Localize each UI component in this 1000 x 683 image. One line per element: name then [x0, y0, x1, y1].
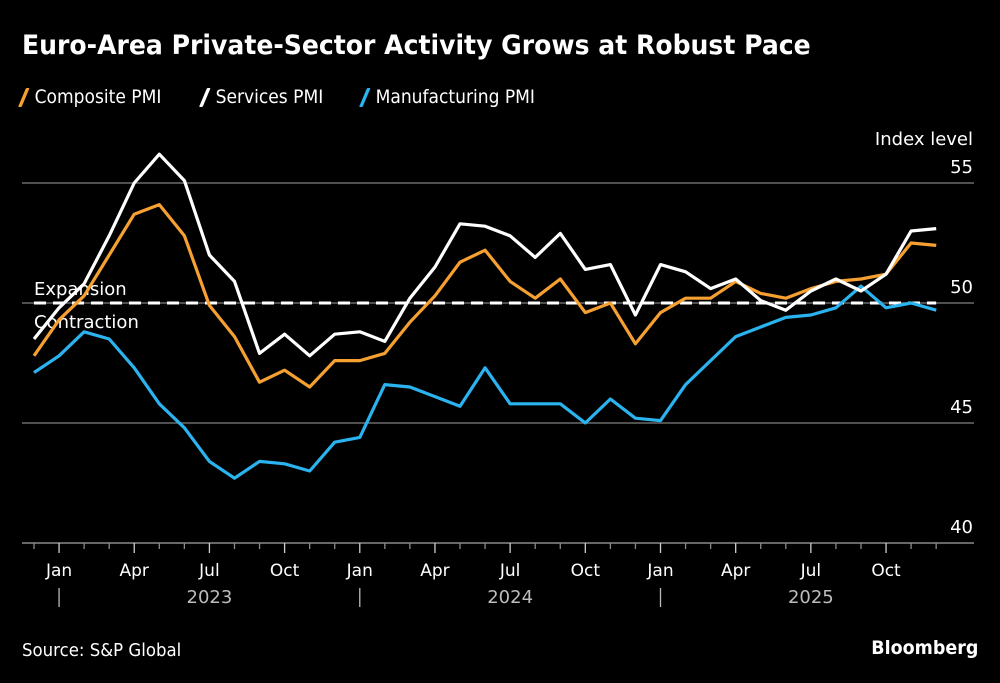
chart-title: Euro-Area Private-Sector Activity Grows …	[22, 30, 811, 61]
series-line-manufacturing-pmi	[33, 284, 937, 480]
legend-label-composite: Composite PMI	[34, 86, 162, 108]
x-tick-label: Apr	[120, 561, 149, 581]
x-tick-label: Jan	[45, 561, 72, 581]
x-tick-label: Oct	[571, 561, 601, 581]
chart-legend: Composite PMI Services PMI Manufacturing…	[18, 86, 554, 108]
legend-label-manufacturing: Manufacturing PMI	[375, 86, 535, 108]
y-axis-tick-labels: 40 45 50 55	[950, 157, 973, 538]
x-tick-label: Oct	[270, 561, 300, 581]
x-tick-label: Jul	[198, 561, 220, 581]
legend-item-services: Services PMI	[198, 86, 324, 108]
legend-item-composite: Composite PMI	[18, 86, 162, 108]
source-note: Source: S&P Global	[22, 640, 182, 661]
year-label-2025: 2025	[788, 587, 834, 608]
x-tick-label: Jul	[499, 561, 521, 581]
series-line-composite-pmi	[32, 203, 937, 389]
legend-label-services: Services PMI	[215, 86, 324, 108]
y-tick-label-45: 45	[950, 397, 973, 418]
x-tick-label: Oct	[871, 561, 901, 581]
y-tick-label-55: 55	[950, 157, 973, 178]
year-label-2024: 2024	[487, 587, 533, 608]
year-label-2023: 2023	[187, 587, 233, 608]
y-tick-label-50: 50	[950, 277, 973, 298]
legend-item-manufacturing: Manufacturing PMI	[358, 86, 535, 108]
series-line-services-pmi	[32, 152, 937, 358]
bloomberg-logo: Bloomberg	[870, 637, 978, 659]
x-tick-label: Jan	[646, 561, 673, 581]
x-tick-label: Apr	[420, 561, 449, 581]
y-tick-label-40: 40	[950, 517, 973, 538]
series-lines	[32, 152, 937, 480]
x-tick-label: Jul	[800, 561, 822, 581]
y-axis-label: Index level	[875, 129, 973, 150]
x-axis: Jan Apr Jul Oct Jan Apr Jul Oct Jan Apr Jul Oct 2023…	[22, 542, 974, 608]
contraction-label: Contraction	[34, 312, 139, 333]
x-tick-label: Apr	[721, 561, 750, 581]
x-tick-label: Jan	[346, 561, 373, 581]
